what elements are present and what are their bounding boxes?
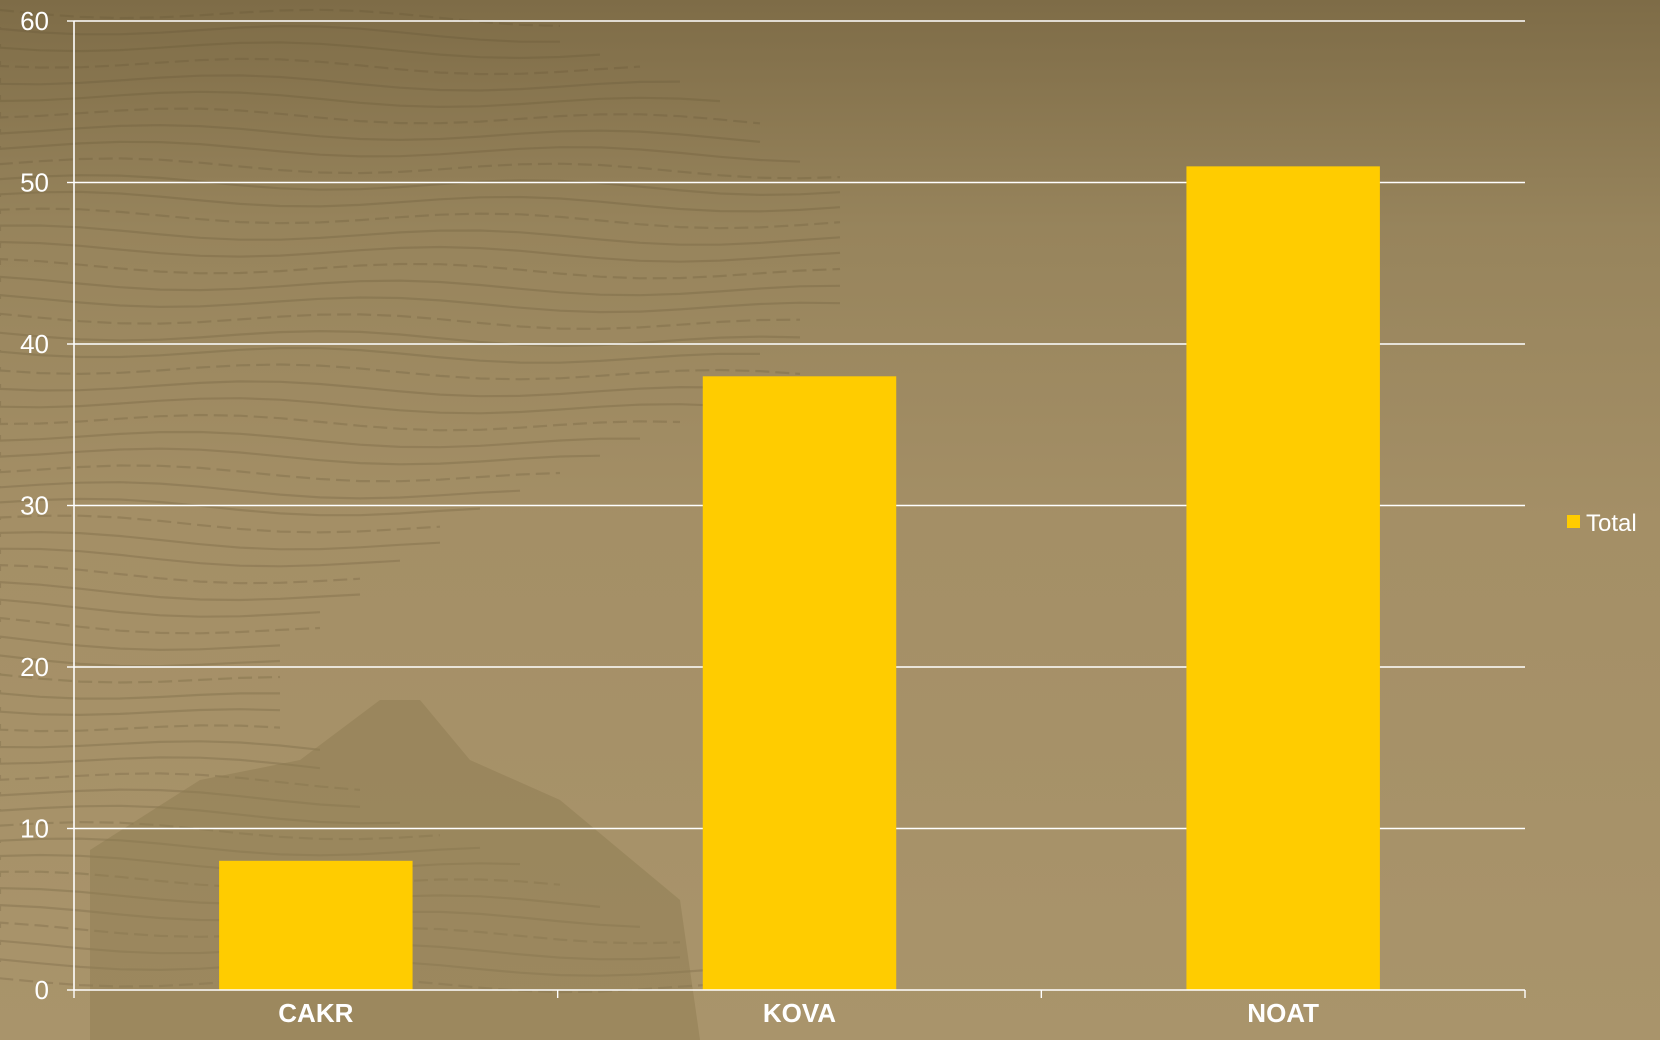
legend: Total [1567,510,1637,537]
texture-lines [0,8,841,994]
y-tick-label: 60 [20,6,49,36]
legend-label-total: Total [1586,510,1637,537]
legend-swatch [1567,515,1580,528]
y-tick-label: 10 [20,814,49,844]
x-category-label: CAKR [278,998,353,1028]
bar-cakr [219,860,413,990]
y-tick-label: 50 [20,168,49,198]
y-tick-label: 20 [20,652,49,682]
y-tick-label: 30 [20,491,49,521]
bar-kova [702,376,897,990]
bar-noat [1186,166,1380,991]
bars [219,166,1380,991]
y-tick-label: 40 [20,329,49,359]
x-category-label: KOVA [763,998,836,1028]
axes: 0 10 20 30 40 50 60 CAKR KOVA NOAT [20,6,1526,1028]
y-tick-label: 0 [35,975,49,1005]
x-category-label: NOAT [1247,998,1319,1028]
